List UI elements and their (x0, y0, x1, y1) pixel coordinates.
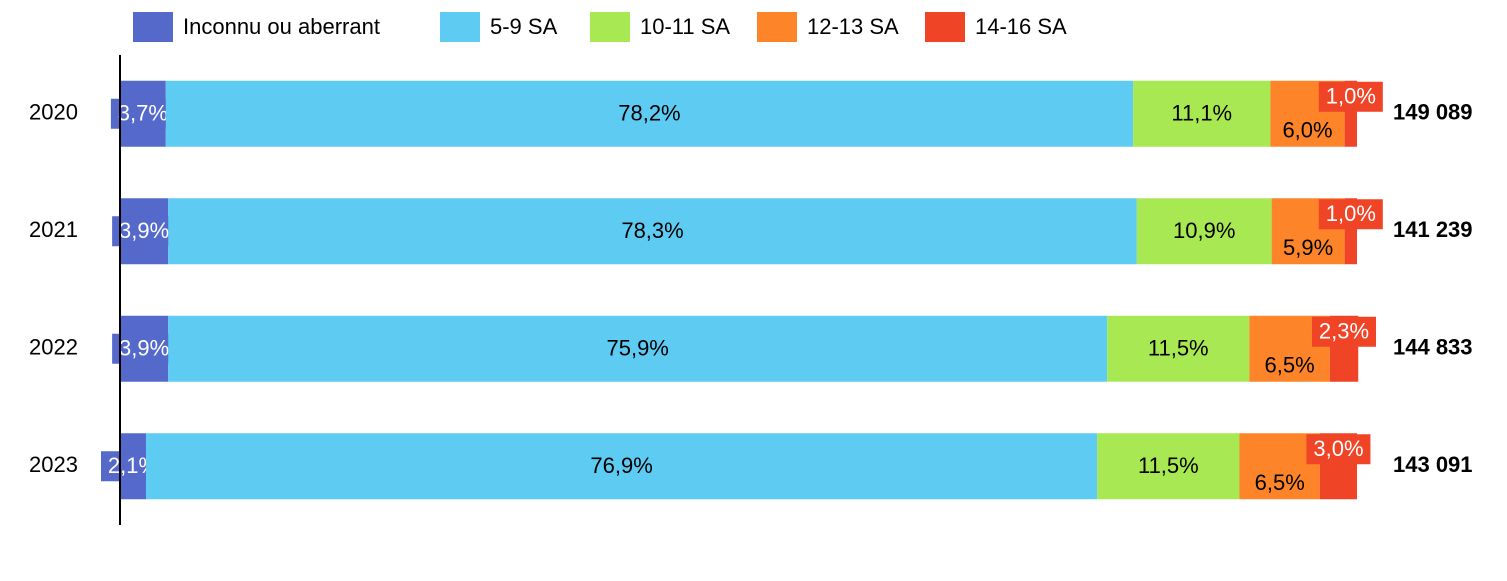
legend-swatch (133, 12, 173, 42)
bar-segment (1136, 198, 1272, 265)
legend-label: 5-9 SA (490, 14, 558, 39)
bar-segment (1133, 80, 1271, 147)
data-label: 6,0% (1282, 118, 1332, 143)
data-label: 2,3% (1319, 319, 1369, 344)
data-label: 78,2% (618, 101, 680, 126)
data-label: 6,5% (1255, 470, 1305, 495)
data-label: 75,9% (606, 336, 668, 361)
data-label: 10,9% (1173, 218, 1235, 243)
data-label: 11,5% (1138, 453, 1199, 478)
legend-label: 10-11 SA (640, 14, 730, 39)
y-tick-label: 2020 (29, 100, 78, 125)
data-label: 76,9% (590, 453, 652, 478)
data-label: 3,9% (119, 336, 169, 361)
legend-swatch (440, 12, 480, 42)
data-label: 3,7% (118, 101, 168, 126)
bar-segment (168, 315, 1108, 382)
bar-segment (1107, 315, 1250, 382)
legend-label: 14-16 SA (975, 14, 1067, 39)
label-bg (112, 333, 177, 364)
data-label: 3,0% (1313, 436, 1363, 461)
legend-swatch (757, 12, 797, 42)
data-label: 11,5% (1148, 336, 1209, 361)
y-tick-label: 2021 (29, 217, 78, 242)
data-label: 78,3% (621, 218, 683, 243)
data-label: 1,0% (1326, 201, 1376, 226)
label-bg (112, 216, 177, 247)
bar-segment (1097, 433, 1240, 500)
label-bg (1306, 434, 1371, 465)
legend-label: Inconnu ou aberrant (183, 14, 380, 39)
legend-swatch (590, 12, 630, 42)
data-label: 11,1% (1171, 101, 1232, 126)
data-label: 1,0% (1326, 84, 1376, 109)
label-bg (1318, 81, 1383, 112)
label-bg (110, 98, 175, 129)
legend-label: 12-13 SA (807, 14, 899, 39)
y-tick-label: 2023 (29, 452, 78, 477)
label-bg (1312, 316, 1377, 347)
label-bg (1318, 199, 1383, 230)
bar-segment (168, 198, 1137, 265)
data-label: 3,9% (119, 218, 169, 243)
total-label: 144 833 (1393, 335, 1473, 360)
total-label: 149 089 (1393, 100, 1473, 125)
bar-segment (145, 433, 1098, 500)
legend-swatch (925, 12, 965, 42)
data-label: 5,9% (1283, 235, 1333, 260)
y-tick-label: 2022 (29, 335, 78, 360)
data-label: 6,5% (1265, 353, 1315, 378)
total-label: 141 239 (1393, 217, 1473, 242)
bar-segment (165, 80, 1134, 147)
total-label: 143 091 (1393, 452, 1473, 477)
